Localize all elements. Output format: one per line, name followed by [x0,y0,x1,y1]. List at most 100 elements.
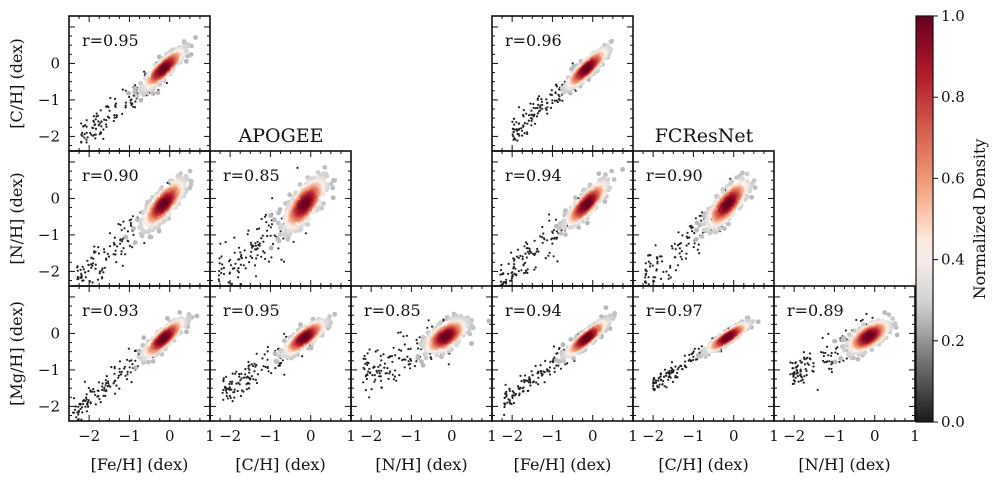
panel-apogee-2-2: r=0.85−2 −1 0 1 [350,285,497,445]
scatter-point [94,263,97,266]
density-point [322,172,327,178]
scatter-point [85,141,88,144]
scatter-point [96,278,100,281]
scatter-points [80,35,198,151]
scatter-point [94,137,97,140]
scatter-point [222,266,225,269]
scatter-point [278,364,281,367]
density-point [322,164,328,170]
scatter-point [545,98,548,101]
density-point [138,97,144,103]
scatter-point [526,242,529,246]
scatter-point [521,134,524,137]
scatter-point [100,120,103,123]
scatter-point [128,359,131,363]
scatter-point [123,227,126,230]
scatter-point [255,257,258,260]
scatter-point [526,132,529,135]
scatter-point [292,240,295,243]
scatter-point [515,121,518,124]
scatter-point [132,233,135,236]
scatter-point [366,363,369,366]
correlation-label: r=0.85 [364,301,421,320]
scatter-point [225,394,228,398]
scatter-point [269,226,272,229]
scatter-point [378,375,381,378]
correlation-label: r=0.95 [82,31,139,50]
scatter-point [222,398,225,401]
scatter-point [499,268,503,272]
scatter-point [258,242,261,245]
scatter-point [418,336,421,339]
density-point [146,359,151,365]
scatter-point [379,354,382,357]
scatter-point [258,227,261,230]
scatter-point [371,374,374,377]
scatter-point [263,353,266,356]
density-point [126,90,131,96]
scatter-point [118,370,121,374]
scatter-point [502,296,504,298]
scatter-point [72,397,76,400]
scatter-point [113,380,116,383]
scatter-point [237,271,240,274]
scatter-point [283,373,286,376]
density-point [150,91,156,96]
x-tick-label: −2 [219,427,241,445]
scatter-point [105,257,108,260]
scatter-points [72,310,200,421]
scatter-point [239,379,242,382]
scatter-point [397,331,400,334]
scatter-point [373,374,376,377]
scatter-point [81,411,84,414]
scatter-point [516,139,519,142]
scatter-point [222,377,225,380]
scatter-point [504,282,508,285]
correlation-label: r=0.85 [223,166,280,185]
scatter-point [99,401,102,404]
scatter-point [220,267,223,270]
scatter-point [103,386,106,389]
scatter-point [129,101,132,104]
scatter-point [238,383,241,386]
scatter-point [532,102,535,106]
scatter-point [378,372,381,375]
y-tick-label: −2 [38,397,60,415]
scatter-point [233,251,236,254]
scatter-point [380,386,383,389]
scatter-point [400,349,403,352]
scatter-point [362,357,365,360]
scatter-point [256,228,259,231]
scatter-point [120,229,123,232]
scatter-point [113,372,116,375]
scatter-point [75,416,78,419]
scatter-point [114,105,117,109]
scatter-point [99,109,102,112]
scatter-point [86,259,89,262]
scatter-point [224,241,227,244]
density-point [563,89,569,94]
scatter-point [499,296,501,298]
density-point [276,210,281,216]
scatter-point [250,246,254,249]
scatter-point [395,379,398,382]
density-point [189,178,194,184]
scatter-point [262,365,265,368]
scatter-point [525,131,529,134]
scatter-point [525,112,528,115]
scatter-point [225,375,228,378]
scatter-point [82,125,85,128]
scatter-point [218,269,221,273]
x-tick-label: −2 [78,427,100,445]
scatter-point [256,373,259,376]
scatter-point [240,253,243,257]
scatter-point [228,382,231,386]
scatter-point [94,267,97,270]
density-point [141,335,147,341]
density-point [321,201,326,206]
scatter-point [225,391,228,394]
scatter-point [117,222,120,226]
scatter-point [127,240,130,243]
scatter-point [520,269,523,272]
scatter-point [522,109,525,112]
